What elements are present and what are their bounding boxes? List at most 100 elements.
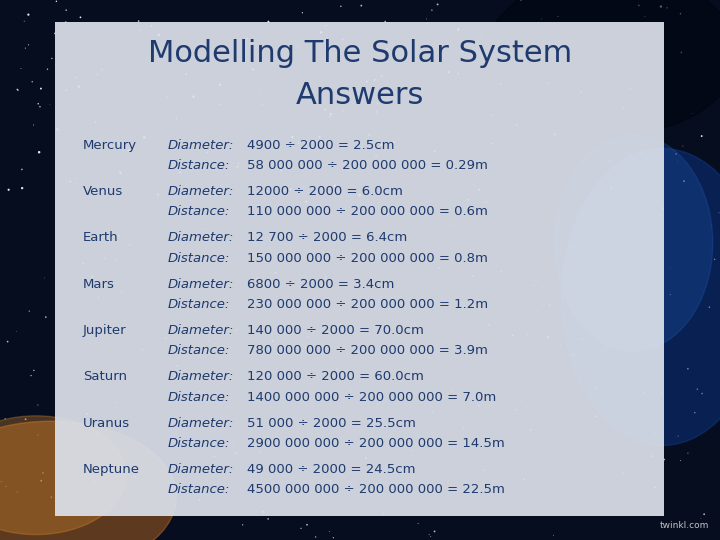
Point xyxy=(590,220,602,229)
Point xyxy=(19,17,30,25)
Point xyxy=(649,483,661,491)
Point xyxy=(37,469,49,477)
Text: 1400 000 000 ÷ 200 000 000 = 7.0m: 1400 000 000 ÷ 200 000 000 = 7.0m xyxy=(247,390,496,403)
Point xyxy=(408,38,420,47)
Point xyxy=(32,99,44,108)
Point xyxy=(600,343,611,352)
Point xyxy=(91,464,103,473)
Text: Distance:: Distance: xyxy=(168,252,230,265)
Point xyxy=(476,31,487,39)
Point xyxy=(515,0,526,5)
Point xyxy=(512,83,523,91)
Text: 120 000 ÷ 2000 = 60.0cm: 120 000 ÷ 2000 = 60.0cm xyxy=(247,370,424,383)
Text: twinkl.com: twinkl.com xyxy=(660,521,709,530)
Point xyxy=(61,158,73,167)
Point xyxy=(12,85,23,93)
Point xyxy=(454,165,466,174)
Text: 4900 ÷ 2000 = 2.5cm: 4900 ÷ 2000 = 2.5cm xyxy=(247,139,395,152)
Point xyxy=(655,2,667,11)
Text: Distance:: Distance: xyxy=(168,390,230,403)
Point xyxy=(453,69,464,78)
Point xyxy=(686,109,698,118)
Point xyxy=(655,211,667,220)
Point xyxy=(421,15,433,23)
Text: 780 000 000 ÷ 200 000 000 = 3.9m: 780 000 000 ÷ 200 000 000 = 3.9m xyxy=(247,345,488,357)
Point xyxy=(354,207,366,215)
Point xyxy=(25,371,37,380)
Point xyxy=(302,426,313,434)
Point xyxy=(649,430,660,438)
Point xyxy=(70,174,81,183)
Point xyxy=(125,483,136,491)
Point xyxy=(130,472,141,481)
Point xyxy=(695,515,706,523)
Point xyxy=(536,15,547,23)
Point xyxy=(153,30,164,39)
Point xyxy=(210,192,222,200)
Point xyxy=(71,144,83,153)
Point xyxy=(146,22,158,30)
Point xyxy=(102,293,113,301)
Point xyxy=(262,515,274,523)
Point xyxy=(293,384,305,393)
Point xyxy=(458,423,469,432)
Point xyxy=(611,38,623,46)
Point xyxy=(193,210,204,218)
Point xyxy=(260,258,271,266)
Point xyxy=(293,139,305,147)
Point xyxy=(297,183,309,192)
Point xyxy=(233,159,244,168)
Point xyxy=(331,365,343,374)
Point xyxy=(192,51,204,60)
Point xyxy=(371,107,382,116)
Point xyxy=(310,532,321,540)
Point xyxy=(327,246,338,254)
Ellipse shape xyxy=(0,421,176,540)
Point xyxy=(292,42,303,51)
Point xyxy=(576,335,588,343)
Text: 51 000 ÷ 2000 = 25.5cm: 51 000 ÷ 2000 = 25.5cm xyxy=(247,416,416,430)
Point xyxy=(459,45,471,53)
Point xyxy=(480,198,492,206)
Text: 6800 ÷ 2000 = 3.4cm: 6800 ÷ 2000 = 3.4cm xyxy=(247,278,395,291)
Point xyxy=(230,326,242,335)
Point xyxy=(270,268,282,277)
Point xyxy=(557,26,569,35)
Point xyxy=(567,351,579,360)
Point xyxy=(650,104,662,113)
Point xyxy=(329,181,341,190)
Point xyxy=(626,20,637,29)
Point xyxy=(642,155,654,164)
Point xyxy=(325,112,336,121)
Point xyxy=(193,350,204,359)
Point xyxy=(542,79,554,87)
Point xyxy=(99,254,111,262)
Point xyxy=(443,68,454,77)
Point xyxy=(636,54,648,63)
Point xyxy=(255,424,266,433)
Point xyxy=(89,287,100,296)
Point xyxy=(312,334,324,342)
Point xyxy=(691,385,703,394)
Point xyxy=(109,317,121,326)
Point xyxy=(568,243,580,252)
Point xyxy=(168,252,180,260)
Point xyxy=(266,336,278,345)
Point xyxy=(24,307,35,315)
Point xyxy=(71,73,82,82)
Point xyxy=(210,210,221,218)
Point xyxy=(334,320,346,329)
Point xyxy=(254,180,266,188)
Point xyxy=(633,1,644,10)
Point xyxy=(544,301,555,309)
Point xyxy=(384,23,395,31)
Point xyxy=(379,17,391,26)
Point xyxy=(369,76,380,84)
Point xyxy=(479,158,490,167)
Point xyxy=(426,6,438,15)
Point xyxy=(335,2,346,11)
Text: Mercury: Mercury xyxy=(83,139,137,152)
Point xyxy=(361,77,373,86)
Point xyxy=(675,9,686,18)
Text: 2900 000 000 ÷ 200 000 000 = 14.5m: 2900 000 000 ÷ 200 000 000 = 14.5m xyxy=(247,437,505,450)
